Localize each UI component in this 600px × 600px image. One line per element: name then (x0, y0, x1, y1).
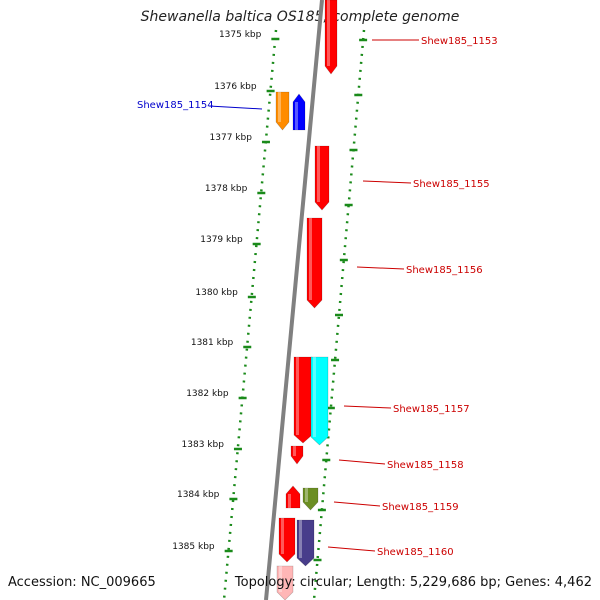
gene-highlight (295, 102, 298, 130)
gene-leader-line (356, 266, 405, 270)
gene-arrow (285, 485, 301, 509)
gene-arrow (278, 517, 296, 563)
gene-leader-line (208, 105, 263, 110)
gene-labels: Shew185_1153 Shew185_1154 Shew185_1155 Shew… (137, 36, 498, 558)
kbp-ruler: 1375 kbp 1376 kbp 1377 kbp 1378 kbp 1379 kbp… (172, 30, 368, 562)
gene-leader-line (343, 405, 392, 409)
left-dotted-guide (222, 29, 278, 600)
gene-label: Shew185_1160 (377, 547, 454, 558)
gene-arrow (276, 565, 294, 600)
kbp-tick-label: 1377 kbp (210, 133, 253, 143)
gene-leader-line (362, 180, 412, 184)
gene-highlight (281, 518, 284, 554)
accession-text: Accession: NC_009665 (8, 575, 156, 590)
gene-highlight (309, 218, 312, 300)
gene-highlight (288, 494, 291, 508)
gene-arrow (296, 519, 315, 567)
kbp-tick-label: 1379 kbp (200, 235, 243, 245)
gene-label: Shew185_1158 (387, 460, 464, 471)
gene-highlight (299, 520, 302, 558)
gene-highlight (317, 146, 320, 202)
gene-highlight (293, 446, 296, 456)
kbp-tick-label: 1381 kbp (191, 338, 234, 348)
gene-label: Shew185_1153 (421, 36, 498, 47)
gene-leader-line (327, 546, 376, 552)
gene-label: Shew185_1154 (137, 100, 214, 111)
gene-highlight (278, 92, 281, 122)
gene-highlight (296, 357, 299, 435)
kbp-tick-label: 1375 kbp (219, 30, 262, 40)
gene-arrow (292, 93, 306, 131)
gene-arrow (290, 445, 304, 465)
gene-arrow (306, 217, 323, 309)
gene-highlight (313, 357, 316, 437)
gene-label: Shew185_1157 (393, 404, 470, 415)
gene-highlight (279, 566, 282, 592)
gene-features (275, 0, 338, 600)
kbp-tick-label: 1382 kbp (186, 389, 229, 399)
genome-summary-text: Topology: circular; Length: 5,229,686 bp… (234, 575, 592, 590)
genome-backbone (264, 0, 324, 600)
gene-arrow (324, 0, 338, 75)
map-title: Shewanella baltica OS185, complete genom… (140, 9, 460, 25)
gene-label: Shew185_1156 (406, 265, 483, 276)
gene-highlight (305, 488, 308, 502)
gene-label: Shew185_1155 (413, 179, 490, 190)
gene-arrow (302, 487, 319, 511)
gene-arrow (310, 356, 329, 446)
kbp-tick-label: 1385 kbp (172, 542, 215, 552)
gene-highlight (327, 0, 330, 66)
gene-arrow (275, 91, 290, 131)
kbp-tick-label: 1376 kbp (214, 82, 257, 92)
kbp-tick-label: 1380 kbp (195, 288, 238, 298)
kbp-tick-label: 1383 kbp (182, 440, 225, 450)
gene-leader-line (338, 459, 386, 465)
gene-label: Shew185_1159 (382, 502, 459, 513)
gene-arrow (293, 356, 313, 444)
kbp-tick-label: 1384 kbp (177, 490, 220, 500)
gene-arrow (314, 145, 330, 211)
gene-leader-line (333, 501, 381, 507)
kbp-tick-label: 1378 kbp (205, 184, 248, 194)
